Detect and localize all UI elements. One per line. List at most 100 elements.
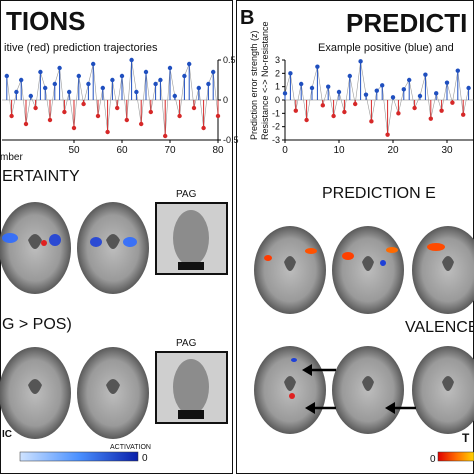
arrow-icon <box>385 402 416 414</box>
brain-ventricle <box>106 234 120 249</box>
y-tick-label: -0.5 <box>223 135 239 145</box>
x-tick-label: 0 <box>282 145 288 156</box>
y-tick-label: -1 <box>272 108 280 118</box>
left-heading: TIONS <box>6 6 85 36</box>
data-point <box>326 84 331 89</box>
x-tick-label: 80 <box>212 145 224 156</box>
left-colorbar-label: IC <box>2 429 12 440</box>
data-point <box>134 89 139 95</box>
y-tick-label: 0 <box>275 95 280 105</box>
data-point <box>293 108 298 113</box>
activation-blob-red <box>342 252 354 260</box>
right-ylabel-2: Resistance <-> No-resistance <box>260 21 270 140</box>
data-point <box>315 64 320 69</box>
x-tick-label: 20 <box>387 145 399 156</box>
data-point <box>167 65 173 71</box>
data-point <box>466 85 471 91</box>
brain-ventricle <box>284 256 296 271</box>
brain-ventricle <box>28 379 42 394</box>
activation-blob-red <box>386 247 398 253</box>
data-point <box>9 113 14 119</box>
right-ylabel-1: Prediction error strength (z) <box>249 30 259 140</box>
arrow-icon <box>305 402 336 414</box>
activation-blob-red <box>41 240 47 246</box>
data-point <box>434 91 439 96</box>
data-point <box>105 129 110 135</box>
y-tick-label: -2 <box>272 122 280 132</box>
right-panel-letter: B <box>240 7 254 29</box>
data-point <box>342 109 347 115</box>
data-point <box>396 111 401 116</box>
left-colorbar-zero: 0 <box>142 453 148 464</box>
right-colorbar-label: T <box>462 431 470 445</box>
left-colorbar-sub: ACTIVATION <box>110 444 151 451</box>
data-point <box>428 116 433 121</box>
data-point <box>28 93 33 99</box>
data-point <box>423 72 428 77</box>
x-tick-label: 60 <box>116 145 128 156</box>
y-tick-label: 0 <box>223 95 228 105</box>
activation-blob-blue <box>2 233 18 243</box>
brain-ventricle <box>442 376 454 391</box>
data-point <box>417 93 423 99</box>
data-point <box>450 100 455 105</box>
right-brain-row-2 <box>254 346 474 434</box>
right-section1-title: PREDICTION E <box>322 185 436 202</box>
data-point <box>412 105 417 111</box>
right-colorbar <box>437 451 474 462</box>
brain-ventricle <box>284 376 296 391</box>
data-point <box>309 85 315 91</box>
data-point <box>38 69 43 75</box>
y-tick-label: 0.5 <box>223 55 236 65</box>
activation-blob-blue <box>380 260 386 266</box>
data-point <box>139 121 144 127</box>
data-point <box>62 109 67 115</box>
data-point <box>57 65 62 71</box>
activation-blob-red <box>305 248 317 254</box>
data-point <box>380 83 385 88</box>
data-point <box>153 81 158 87</box>
pag-dark-region <box>178 262 204 270</box>
data-point <box>320 103 325 108</box>
left-colorbar <box>19 451 139 462</box>
data-point <box>143 69 149 75</box>
data-point <box>172 93 177 99</box>
data-point <box>67 89 72 95</box>
brain-ventricle <box>362 376 374 391</box>
data-point <box>14 89 19 95</box>
data-point <box>215 113 221 119</box>
activation-blob-blue <box>291 358 297 362</box>
data-point <box>163 133 168 139</box>
data-point <box>369 119 374 124</box>
data-point <box>206 81 211 87</box>
data-point <box>52 81 57 87</box>
data-point <box>187 61 192 67</box>
data-point <box>148 109 153 115</box>
data-point <box>439 108 444 113</box>
data-point <box>288 71 293 76</box>
data-point <box>76 73 82 79</box>
data-point <box>91 61 96 67</box>
data-point <box>33 105 38 111</box>
right-section2-title: VALENCE <box>405 319 474 336</box>
data-point <box>455 68 460 73</box>
data-point <box>196 85 201 91</box>
data-point <box>331 113 336 119</box>
data-point <box>47 117 53 123</box>
data-point <box>211 69 216 75</box>
left-xlabel: mber <box>0 152 23 163</box>
left-pag-label-2: PAG <box>176 338 197 349</box>
data-point <box>95 113 101 119</box>
brain-ventricle <box>442 256 454 271</box>
brain-axial-slice <box>412 346 474 434</box>
data-point <box>129 57 134 63</box>
data-point <box>115 105 120 111</box>
data-point <box>119 73 125 79</box>
data-point <box>81 101 86 107</box>
data-point <box>407 77 412 83</box>
data-point <box>336 89 342 95</box>
left-section2-title: G > POS) <box>2 316 72 333</box>
data-point <box>43 85 48 91</box>
